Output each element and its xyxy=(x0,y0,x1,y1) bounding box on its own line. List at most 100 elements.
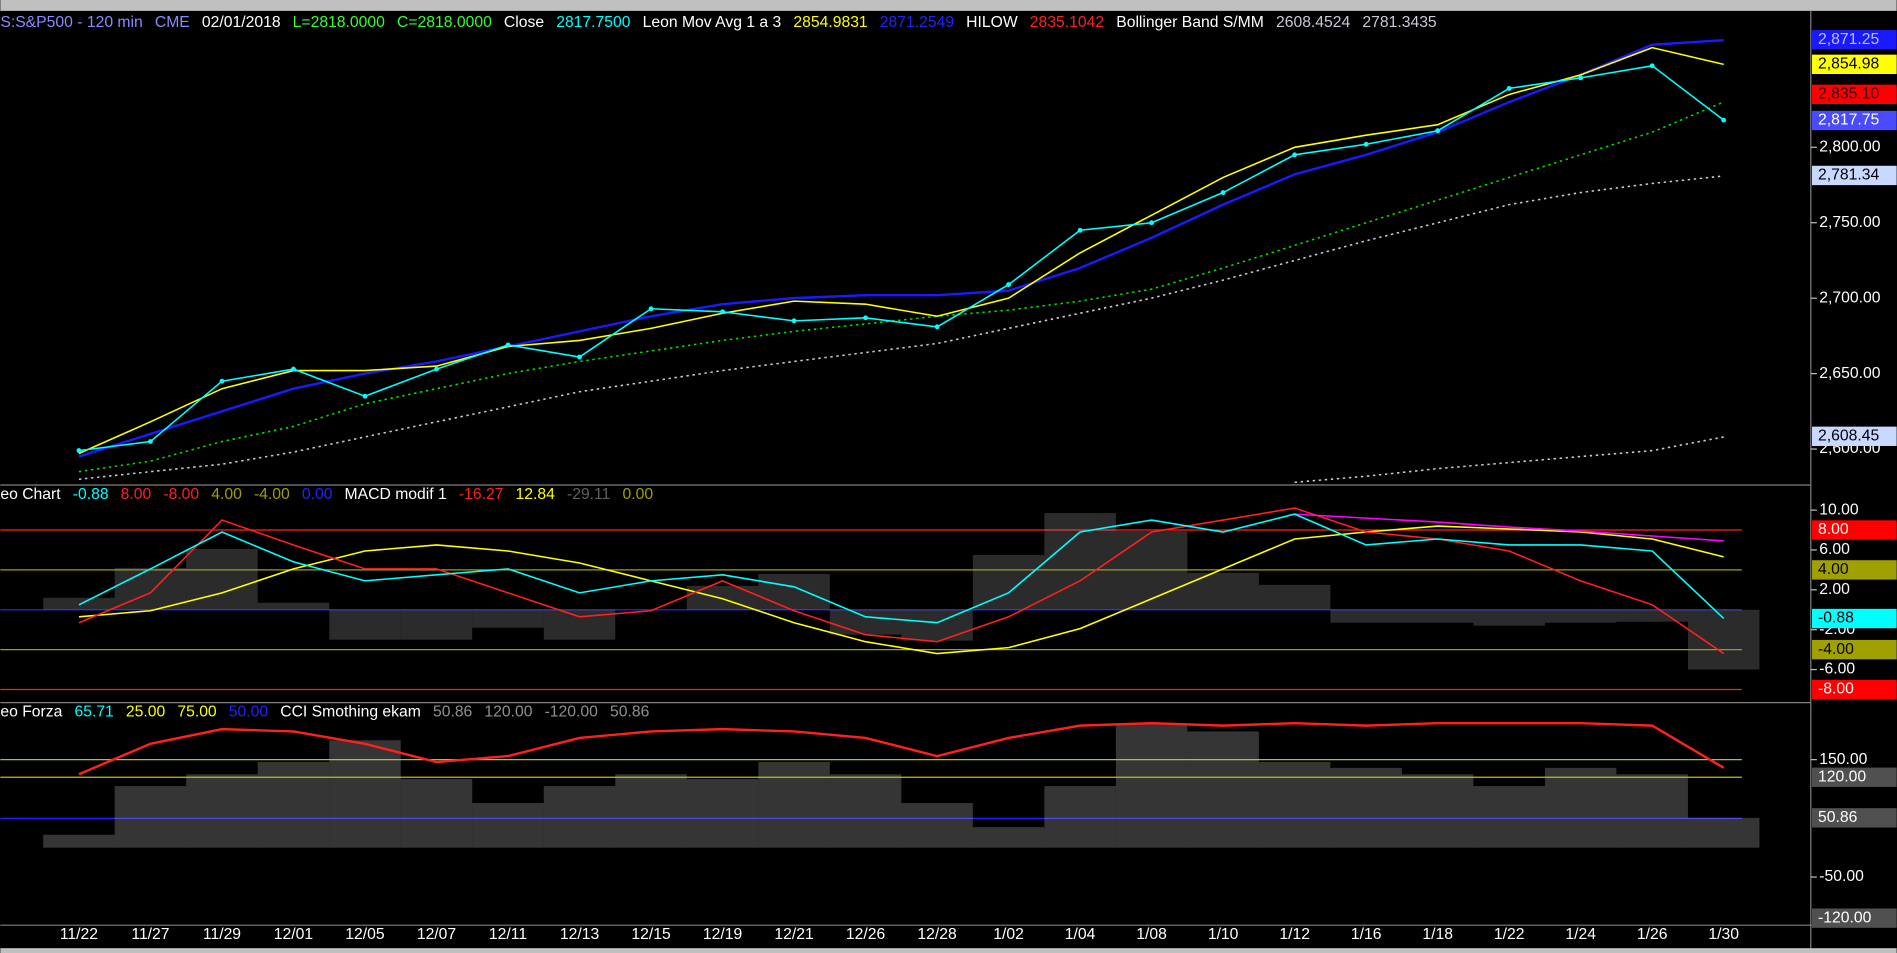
value-marker xyxy=(1812,560,1897,580)
histogram-bar xyxy=(1544,609,1617,623)
value-marker-label: 120.00 xyxy=(1818,768,1866,785)
legend-text: 2854.9831 xyxy=(793,14,867,31)
histogram-bar xyxy=(972,827,1045,848)
legend-text: 4.00 xyxy=(211,486,242,503)
legend-text: Bollinger Band S/MM xyxy=(1116,14,1264,31)
legend-text: HILOW xyxy=(966,14,1018,31)
legend-text: 2835.1042 xyxy=(1030,14,1104,31)
value-marker xyxy=(1812,165,1897,186)
x-tick-label: 1/04 xyxy=(1065,926,1096,943)
legend-text: Leon Mov Avg 1 a 3 xyxy=(643,14,782,31)
legend-text: eo Forza xyxy=(0,703,62,720)
value-marker-label: 2,817.75 xyxy=(1818,112,1879,129)
histogram-bar xyxy=(1687,817,1760,848)
data-point xyxy=(1220,190,1226,195)
value-marker xyxy=(1812,767,1897,787)
histogram-bar xyxy=(114,786,187,848)
x-tick-label: 1/10 xyxy=(1208,926,1239,943)
histogram-bar xyxy=(43,834,115,848)
histogram-bar xyxy=(1187,572,1259,610)
data-point xyxy=(148,439,153,444)
legend-text: 65.71 xyxy=(74,703,113,720)
legend-text: 2608.4524 xyxy=(1276,14,1351,31)
y-tick-label: 2.00 xyxy=(1819,581,1850,598)
histogram-bar xyxy=(1330,609,1402,623)
y-tick-label: 2,750.00 xyxy=(1819,214,1880,231)
histogram-bar xyxy=(1401,774,1474,848)
y-tick-label: 2,800.00 xyxy=(1819,138,1880,155)
data-point xyxy=(362,393,368,399)
histogram-bar xyxy=(686,779,759,848)
histogram-bar xyxy=(1616,774,1688,848)
legend-text: -29.11 xyxy=(567,486,610,503)
series-line xyxy=(1294,436,1724,484)
legend-text: 75.00 xyxy=(177,703,217,720)
series-line xyxy=(78,513,1725,624)
histogram-bar xyxy=(1401,609,1474,623)
data-point xyxy=(76,448,82,453)
histogram-bar xyxy=(1258,761,1331,848)
x-tick-label: 11/29 xyxy=(203,926,241,943)
histogram-bar xyxy=(901,609,973,641)
histogram-bar xyxy=(400,609,473,640)
legend-text: 12.84 xyxy=(516,486,556,503)
histogram-bar xyxy=(1616,609,1688,622)
value-marker xyxy=(1812,54,1897,75)
data-point xyxy=(720,309,725,315)
histogram-bar xyxy=(758,573,830,610)
y-tick-label: 6.00 xyxy=(1819,541,1850,558)
value-marker-label: -4.00 xyxy=(1818,641,1854,658)
legend-text: -16.27 xyxy=(459,486,504,503)
legend-text: -4.00 xyxy=(254,486,290,503)
y-tick-label: 150.00 xyxy=(1819,751,1867,768)
x-tick-label: 12/01 xyxy=(274,926,313,943)
legend-text: 50.00 xyxy=(229,703,269,720)
series-line xyxy=(78,38,1724,458)
histogram-bar xyxy=(543,786,616,848)
value-marker-label: -120.00 xyxy=(1818,909,1872,926)
legend-text: 2817.7500 xyxy=(556,14,631,31)
histogram-bar xyxy=(257,761,330,848)
histogram-bar xyxy=(472,803,544,848)
histogram-bar xyxy=(186,548,258,610)
series-line xyxy=(78,64,1725,452)
legend-text: eo Chart xyxy=(0,486,61,503)
series-line xyxy=(78,525,1724,655)
data-point xyxy=(1435,128,1441,134)
x-tick-label: 12/05 xyxy=(345,926,385,943)
x-tick-label: 1/24 xyxy=(1565,926,1596,943)
legend-text: 50.86 xyxy=(433,703,473,720)
data-point xyxy=(791,318,797,324)
histogram-bar xyxy=(1330,767,1402,848)
x-tick-label: 1/18 xyxy=(1422,926,1453,943)
histogram-bar xyxy=(1044,786,1116,848)
x-tick-label: 12/15 xyxy=(631,926,671,943)
legend-text: CME xyxy=(155,14,190,31)
histogram-bar xyxy=(1544,767,1617,848)
legend-text: 25.00 xyxy=(126,703,166,720)
histogram-bar xyxy=(43,597,115,610)
legend-text: 2871.2549 xyxy=(880,14,954,31)
histogram-bar xyxy=(1687,609,1760,670)
legend-text: 0.00 xyxy=(302,486,333,503)
x-tick-label: 1/26 xyxy=(1637,926,1668,943)
legend-text: -0.88 xyxy=(73,486,109,503)
histogram-bar xyxy=(829,774,902,848)
value-marker xyxy=(1812,426,1897,446)
histogram-bar xyxy=(186,774,258,848)
data-point xyxy=(1506,86,1512,91)
status-bar xyxy=(0,948,1897,953)
histogram-bar xyxy=(829,609,902,635)
data-point xyxy=(1363,141,1369,147)
data-point xyxy=(1721,117,1727,123)
value-marker xyxy=(1812,608,1897,629)
histogram-bar xyxy=(329,609,401,640)
x-tick-label: 1/16 xyxy=(1351,926,1382,943)
legend-text: 2781.3435 xyxy=(1362,14,1437,31)
value-marker-label: 2,608.45 xyxy=(1818,427,1879,444)
legend-text: Close xyxy=(504,14,544,31)
legend-text: 8.00 xyxy=(121,486,152,503)
legend-text: -8.00 xyxy=(163,486,199,503)
data-point xyxy=(434,366,439,372)
x-tick-label: 11/22 xyxy=(60,926,98,943)
